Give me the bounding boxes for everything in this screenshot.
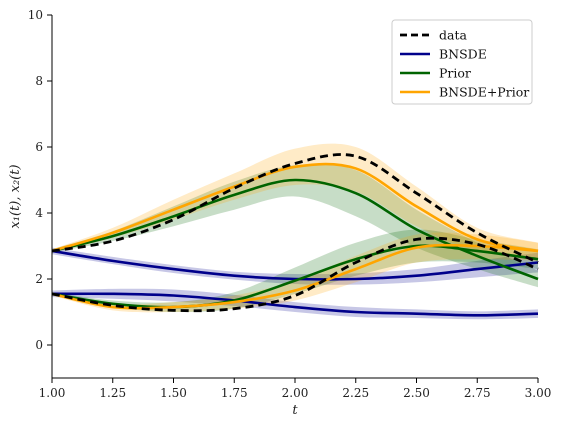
x-tick-label: 3.00 (525, 386, 552, 400)
x-tick-label: 2.00 (282, 386, 309, 400)
legend-box (391, 19, 533, 105)
y-tick-label: 8 (35, 74, 43, 88)
line-data-x2 (51, 236, 539, 313)
legend-label-data: data (439, 28, 467, 43)
y-tick-label: 2 (35, 272, 43, 286)
x-tick-label: 1.25 (99, 386, 126, 400)
y-tick-label: 4 (35, 206, 43, 220)
series-lines (51, 153, 539, 317)
x-tick-label: 2.50 (403, 386, 430, 400)
band-prior-x2 (52, 229, 538, 313)
y-tick-label: 6 (35, 140, 43, 154)
line-bnsde-x2 (51, 292, 539, 317)
legend-label-bnsde: BNSDE (439, 47, 487, 62)
x-tick-label: 1.75 (221, 386, 248, 400)
x-tick-label: 2.75 (464, 386, 491, 400)
line-prior-x2 (51, 244, 539, 309)
y-axis-label: x₁(t), x₂(t) (8, 164, 23, 228)
x-axis-label: t (292, 403, 298, 418)
y-tick-label: 0 (35, 338, 43, 352)
line-bnsde-x1 (51, 249, 539, 281)
legend: data BNSDE Prior BNSDE+Prior (391, 19, 533, 105)
x-tick-label: 1.50 (160, 386, 187, 400)
axes: 1.00 1.25 1.50 1.75 2.00 2.25 2.50 2.75 3.00 0 2 4 6… (8, 8, 551, 418)
band-bnsde-prior-x2 (52, 232, 538, 313)
y-tick-label: 10 (28, 8, 43, 22)
legend-label-prior: Prior (439, 66, 471, 81)
x-tick-label: 2.25 (342, 386, 369, 400)
line-bnsde-prior-x1 (51, 162, 539, 253)
legend-label-bnsde-prior: BNSDE+Prior (439, 85, 529, 100)
x-tick-label: 1.00 (39, 386, 66, 400)
line-data-x1 (51, 153, 539, 264)
